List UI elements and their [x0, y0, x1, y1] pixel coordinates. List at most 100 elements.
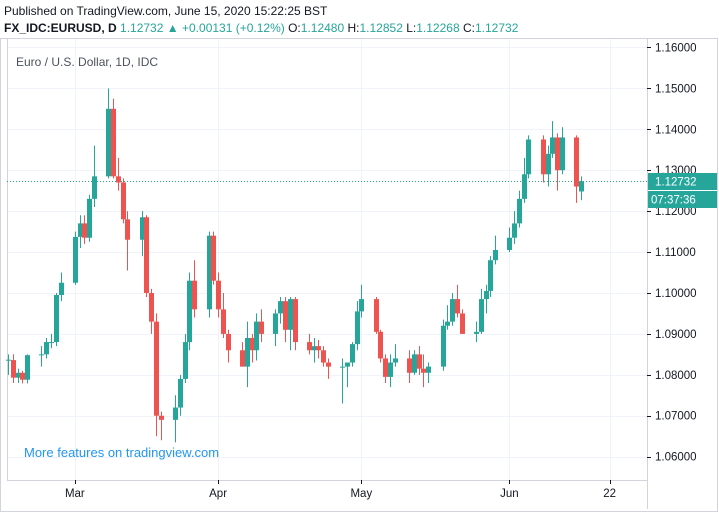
- candle-body: [87, 198, 92, 238]
- y-tick-label: 1.14000: [655, 124, 697, 136]
- candle-body: [460, 313, 465, 334]
- candle-body: [54, 295, 59, 343]
- x-tick-label: Apr: [209, 488, 227, 500]
- last-value: 1.12732: [120, 21, 164, 35]
- y-tick-label: 1.11000: [655, 247, 696, 259]
- candle-body: [192, 280, 197, 310]
- candle-body: [507, 237, 512, 250]
- candle-body: [140, 217, 145, 240]
- chart-title: Euro / U.S. Dollar, 1D, IDC: [16, 55, 158, 69]
- candle-body: [555, 137, 560, 171]
- y-tick-label: 1.08000: [655, 370, 697, 382]
- candle-body: [159, 415, 164, 420]
- candle-body: [450, 299, 455, 322]
- candle-body: [378, 331, 383, 359]
- countdown-badge: [648, 191, 717, 208]
- candle-body: [245, 337, 250, 367]
- y-tick-label: 1.06000: [655, 452, 697, 464]
- plot-frame: [7, 38, 648, 481]
- up-arrow-icon: ▲: [166, 21, 179, 35]
- candle-body: [154, 321, 159, 416]
- candle-body: [484, 290, 489, 300]
- candle-body: [388, 362, 393, 377]
- x-tick-label: May: [350, 488, 372, 500]
- candle-body: [493, 249, 498, 261]
- candle-body: [407, 358, 412, 373]
- y-tick-label: 1.15000: [655, 83, 697, 95]
- y-tick-label: 1.16000: [655, 42, 697, 54]
- candle-body: [316, 346, 321, 351]
- candle-body: [106, 108, 111, 177]
- outer-frame: [0, 38, 718, 512]
- candle-body: [273, 313, 278, 334]
- y-tick-label: 1.09000: [655, 329, 697, 341]
- candle-body: [6, 359, 11, 361]
- y-tick-label: 1.12000: [655, 206, 697, 218]
- candle-body: [421, 368, 426, 373]
- candle-body: [49, 342, 54, 344]
- candle-body: [39, 354, 44, 356]
- candle-body: [144, 217, 149, 293]
- candle-body: [240, 350, 245, 367]
- candle-body: [355, 311, 360, 345]
- candle-body: [173, 407, 178, 420]
- candle-body: [278, 301, 283, 314]
- candle-body: [211, 235, 216, 281]
- ohlc-legend: FX_IDC:EURUSD, D 1.12732 ▲ +0.00131 (+0.…: [4, 21, 518, 35]
- symbol-label: FX_IDC:EURUSD, D: [4, 21, 117, 35]
- open-value: 1.12480: [300, 21, 345, 35]
- countdown-label: 07:37:36: [651, 195, 696, 207]
- candle-body: [383, 358, 388, 377]
- candle-body: [546, 153, 551, 175]
- low-label: L:: [406, 21, 417, 35]
- x-tick-label: Jun: [500, 488, 519, 500]
- candle-body: [216, 280, 221, 310]
- candle-body: [340, 366, 345, 368]
- candle-body: [78, 223, 83, 237]
- open-label: O:: [288, 21, 301, 35]
- candle-body: [44, 342, 49, 355]
- candle-body: [441, 325, 446, 367]
- candle-body: [326, 362, 331, 367]
- candle-body: [579, 181, 584, 192]
- candle-body: [111, 108, 116, 177]
- candle-body: [560, 137, 565, 171]
- candle-body: [25, 355, 30, 380]
- candle-body: [474, 331, 479, 334]
- candle-body: [293, 299, 298, 343]
- close-label: C:: [462, 21, 475, 35]
- candle-body: [359, 299, 364, 312]
- candle-body: [541, 139, 546, 175]
- candle-body: [550, 137, 555, 154]
- close-value: 1.12732: [474, 21, 519, 35]
- candle-body: [125, 219, 130, 240]
- candle-body: [426, 366, 431, 373]
- candle-body: [350, 344, 355, 363]
- promo-link[interactable]: More features on tradingview.com: [24, 445, 219, 460]
- candle-body: [412, 354, 417, 373]
- candle-body: [254, 321, 259, 351]
- x-tick-label: 22: [603, 488, 616, 500]
- high-label: H:: [347, 21, 360, 35]
- x-tick-label: Mar: [65, 488, 85, 500]
- published-line: Published on TradingView.com, June 15, 2…: [4, 4, 328, 18]
- last-price-badge: [648, 173, 717, 190]
- candle-body: [250, 337, 255, 351]
- candle-body: [20, 372, 25, 380]
- candle-body: [455, 299, 460, 314]
- candle-body: [149, 292, 154, 322]
- candle-body: [393, 358, 398, 363]
- candle-body: [178, 378, 183, 408]
- candle-body: [517, 198, 522, 224]
- candle-body: [512, 223, 517, 238]
- candle-body: [187, 280, 192, 343]
- candle-body: [345, 362, 350, 367]
- low-value: 1.12268: [416, 21, 460, 35]
- candle-body: [526, 139, 531, 175]
- candles: [6, 88, 584, 443]
- candle-body: [479, 299, 484, 332]
- candle-body: [488, 260, 493, 291]
- candle-body: [11, 360, 16, 378]
- candle-body: [121, 182, 126, 220]
